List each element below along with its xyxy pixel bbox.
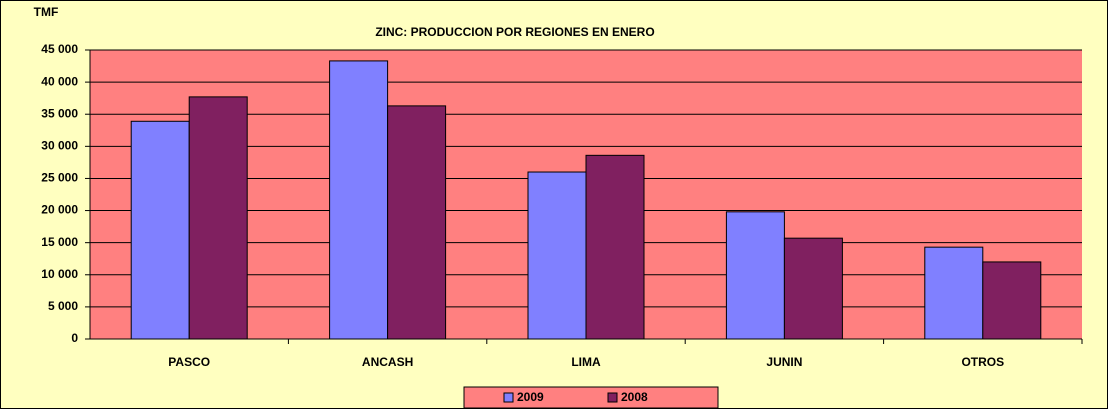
bar [783, 237, 843, 340]
y-tick-label: 15 000 [41, 235, 78, 249]
bar [982, 261, 1042, 340]
legend-label: 2008 [621, 390, 648, 404]
y-tick-label: 30 000 [41, 139, 78, 153]
y-axis-title: TMF [34, 5, 59, 19]
bar [188, 96, 248, 340]
x-tick-label: ANCASH [362, 355, 413, 369]
y-tick-label: 35 000 [41, 106, 78, 120]
legend-label: 2009 [517, 390, 544, 404]
bar [130, 120, 190, 340]
legend-swatch [607, 392, 618, 403]
bar [924, 246, 984, 340]
y-tick-label: 25 000 [41, 171, 78, 185]
y-tick-label: 10 000 [41, 267, 78, 281]
x-tick-label: PASCO [168, 355, 210, 369]
y-tick-label: 40 000 [41, 74, 78, 88]
x-tick-label: OTROS [961, 355, 1004, 369]
y-tick-label: 45 000 [41, 42, 78, 56]
x-tick-label: LIMA [571, 355, 601, 369]
y-tick-label: 5 000 [48, 299, 78, 313]
x-tick-label: JUNIN [766, 355, 802, 369]
legend-swatch [503, 392, 514, 403]
legend-box [463, 386, 719, 409]
bar [329, 60, 389, 340]
y-tick-label: 0 [71, 331, 78, 345]
bar [725, 211, 785, 340]
bar [527, 171, 587, 340]
chart-title: ZINC: PRODUCCION POR REGIONES EN ENERO [375, 25, 654, 39]
y-tick-label: 20 000 [41, 203, 78, 217]
bar [585, 154, 645, 340]
bar [387, 105, 447, 340]
